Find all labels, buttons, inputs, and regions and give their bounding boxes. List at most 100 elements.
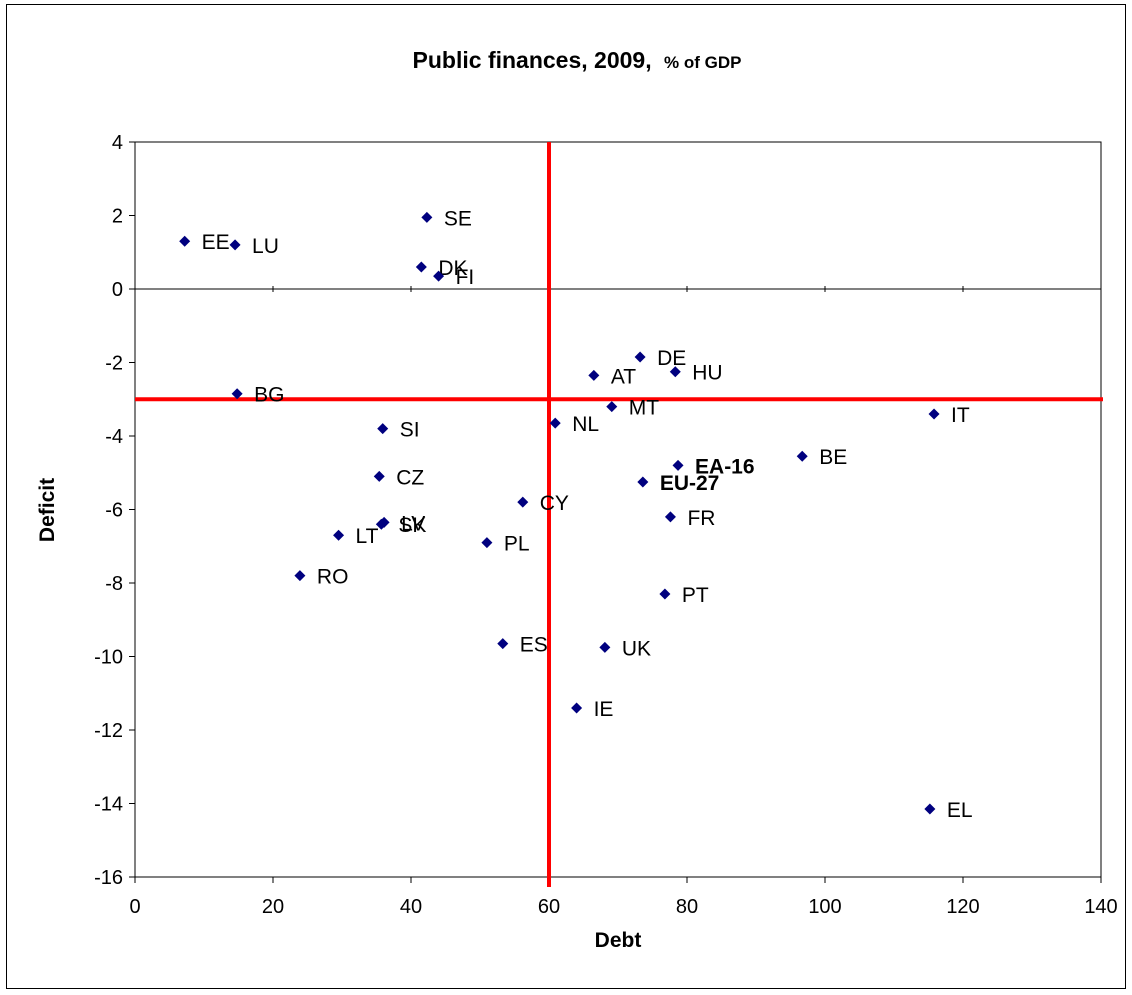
data-point-marker [664, 511, 676, 523]
data-point: BG [231, 384, 284, 407]
data-point-label: EL [947, 799, 973, 822]
data-point-marker [599, 641, 611, 653]
data-point: BE [796, 446, 847, 469]
x-tick-label: 140 [1084, 896, 1117, 918]
data-point: AT [588, 365, 636, 388]
data-point-label: EA-16 [695, 455, 755, 478]
data-point-label: DE [657, 347, 686, 370]
data-point: HU [669, 362, 723, 385]
data-point: PL [481, 533, 530, 556]
chart-title-main: Public finances, 2009, [413, 47, 652, 73]
plot-area-border [134, 141, 1102, 878]
y-tick-label: 2 [112, 206, 123, 228]
data-point-label: FI [456, 266, 475, 289]
x-axis-title: Debt [595, 929, 642, 952]
y-tick-label: -6 [105, 500, 123, 522]
data-point-marker [433, 270, 445, 282]
chart-frame: Public finances, 2009, % of GDP 4 2 0 -2 -4-… [6, 4, 1126, 989]
y-tick-label: -10 [94, 647, 123, 669]
data-point-marker [415, 261, 427, 273]
data-point-label: MT [629, 397, 659, 420]
data-point-label: CY [540, 492, 569, 515]
axes: 420-2-4-6-8-10-12-14-160 20 40 60 80 100 120 14… [94, 132, 1118, 918]
data-point: EA-16 [672, 455, 755, 478]
data-point: CY [517, 492, 569, 515]
data-point: DE [634, 347, 686, 370]
data-point-label: NL [572, 413, 599, 436]
y-tick-label: 0 [112, 279, 123, 301]
data-point-label: AT [611, 365, 636, 388]
data-point-marker [294, 570, 306, 582]
data-point-marker [421, 211, 433, 223]
data-point-marker [669, 366, 681, 378]
data-point-label: LU [252, 235, 279, 258]
data-point: CZ [373, 466, 424, 489]
data-point-marker [377, 423, 389, 435]
y-tick-label: -8 [105, 573, 123, 595]
scatter-chart: Public finances, 2009, % of GDP 420-2-4-… [36, 47, 1118, 952]
data-point-label: EU-27 [660, 472, 720, 495]
data-point-label: PL [504, 533, 530, 556]
data-point: IT [928, 404, 970, 427]
data-point: RO [294, 566, 348, 589]
y-tick-label: -16 [94, 867, 123, 889]
data-point: FI [433, 266, 474, 289]
data-point-label: IE [594, 698, 614, 721]
data-point: LT [333, 525, 379, 548]
data-point-label: LV [401, 512, 425, 535]
y-tick-label: -12 [94, 720, 123, 742]
data-point-label: UK [622, 637, 651, 660]
data-point-label: SI [400, 419, 420, 442]
data-point-marker [549, 417, 561, 429]
chart-title-suffix: % of GDP [664, 53, 741, 72]
data-point-label: CZ [396, 466, 424, 489]
y-tick-label: -14 [94, 794, 123, 816]
data-point-marker [606, 401, 618, 413]
data-point-marker [659, 588, 671, 600]
y-axis-title: Deficit [36, 478, 59, 542]
data-point-label: HU [692, 362, 722, 385]
x-tick-label: 120 [946, 896, 979, 918]
data-point: LU [229, 235, 279, 258]
y-tick-label: -4 [105, 426, 123, 448]
data-point-marker [179, 235, 191, 247]
data-point-marker [375, 518, 387, 530]
x-tick-label: 60 [538, 896, 560, 918]
data-point: SE [421, 207, 472, 230]
data-point-label: BE [819, 446, 847, 469]
data-point-label: SK [398, 514, 426, 537]
x-tick-label: 100 [808, 896, 841, 918]
data-point-marker [672, 459, 684, 471]
data-point: IE [571, 698, 613, 721]
data-point: PT [659, 584, 709, 607]
data-point-label: DK [438, 257, 467, 280]
data-point-marker [634, 351, 646, 363]
data-point: NL [549, 413, 599, 436]
data-point-label: PT [682, 584, 709, 607]
data-point: ES [497, 634, 548, 657]
data-point-marker [796, 450, 808, 462]
data-point: UK [599, 637, 651, 660]
data-point-label: BG [254, 384, 284, 407]
data-point-label: LT [356, 525, 379, 548]
data-point-marker [928, 408, 940, 420]
y-tick-label: 4 [112, 132, 123, 154]
data-point: SK [375, 514, 426, 537]
data-point-marker [571, 702, 583, 714]
data-point-marker [333, 529, 345, 541]
reference-lines [135, 142, 1103, 887]
data-point-marker [517, 496, 529, 508]
chart-title: Public finances, 2009, % of GDP [413, 47, 742, 73]
data-point-label: ES [520, 634, 548, 657]
data-point-label: FR [687, 507, 715, 530]
data-point-label: IT [951, 404, 970, 427]
x-tick-label: 80 [676, 896, 698, 918]
data-point: EE [179, 231, 230, 254]
data-point: FR [664, 507, 715, 530]
data-point-marker [229, 239, 241, 251]
data-point-marker [924, 803, 936, 815]
data-point: EU-27 [637, 472, 719, 495]
data-point: DK [415, 257, 468, 280]
data-point-marker [637, 476, 649, 488]
